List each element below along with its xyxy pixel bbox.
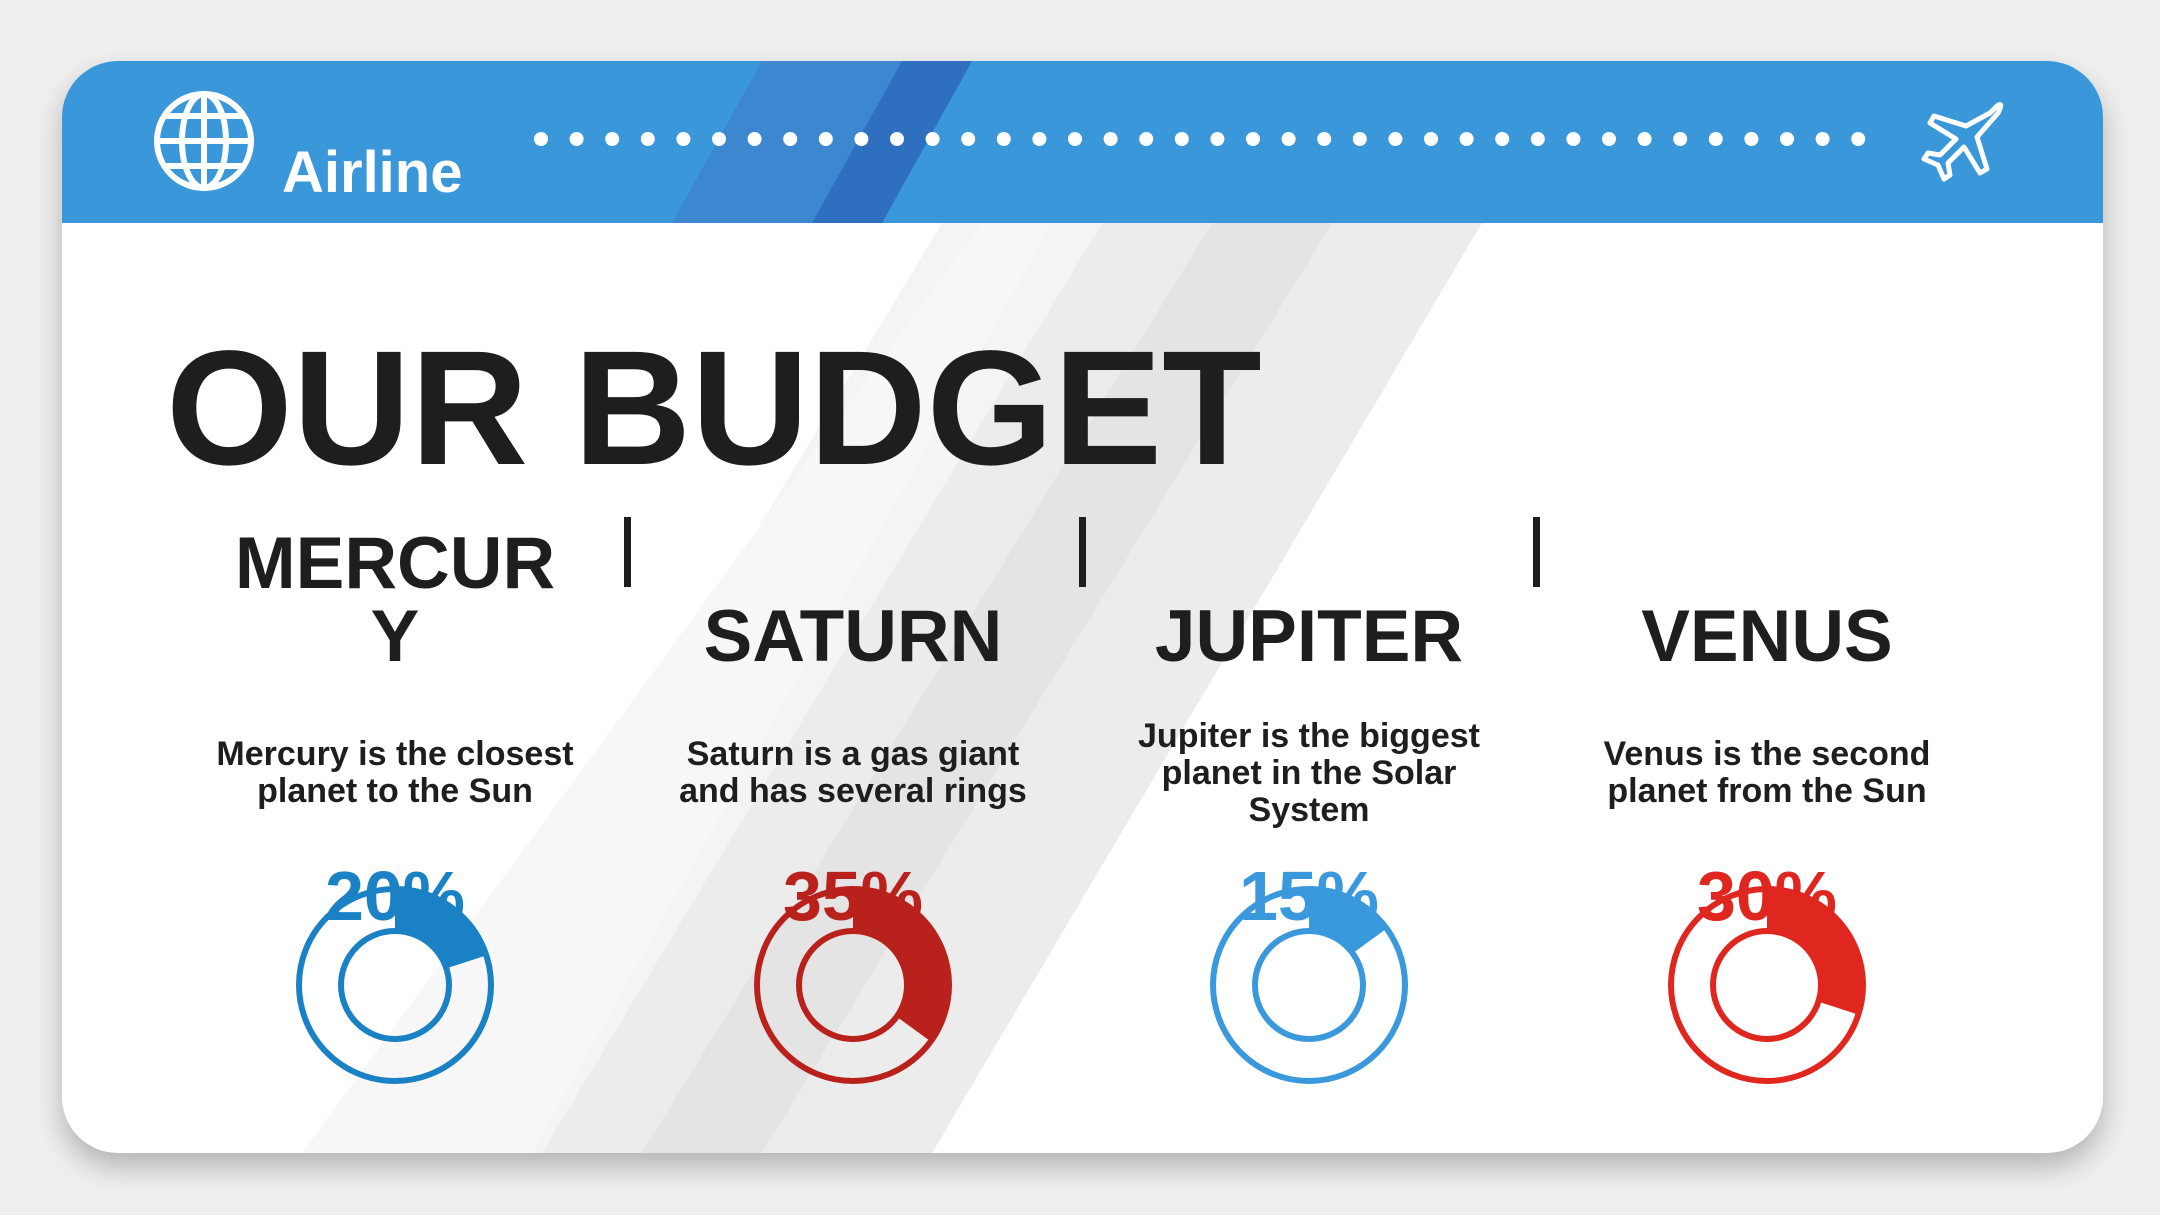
dot [996, 132, 1011, 146]
stripe [302, 223, 1052, 1153]
item-description: Mercury is the closest planet to the Sun [216, 735, 574, 810]
dotted-line [534, 132, 1866, 146]
donuts [296, 886, 1866, 1084]
item-description: Venus is the second planet from the Sun [1603, 735, 1931, 810]
dot [1530, 132, 1545, 146]
dot [1281, 132, 1296, 146]
donut-inner-ring [338, 928, 452, 1042]
separator [624, 517, 631, 587]
dot [890, 132, 904, 146]
dot [640, 132, 655, 146]
dot [1637, 132, 1652, 146]
dot [1566, 132, 1581, 146]
item-name: SATURN [643, 493, 1063, 673]
donut-outer-ring [1668, 886, 1866, 1084]
donut-segment [395, 891, 485, 968]
dot [1174, 132, 1189, 146]
stripe [642, 223, 1332, 1153]
separator [1533, 517, 1540, 587]
dot [1139, 132, 1154, 146]
dot [854, 132, 869, 146]
dot [1068, 132, 1082, 146]
dot [712, 132, 726, 146]
dot [1424, 132, 1438, 146]
donut-inner-ring [1252, 928, 1366, 1042]
globe-icon [154, 91, 254, 191]
item-name: JUPITER [1099, 493, 1519, 673]
dot [1032, 132, 1047, 146]
dot [961, 132, 976, 146]
separator [1079, 517, 1086, 587]
donut-outer-ring [1210, 886, 1408, 1084]
dot [1602, 132, 1616, 146]
dot [676, 132, 691, 146]
donut-inner-ring [1710, 928, 1824, 1042]
dot [1388, 132, 1403, 146]
dot [534, 132, 548, 146]
item-percent: 20% [324, 857, 466, 935]
item-description: Jupiter is the biggest planet in the Sol… [1138, 716, 1480, 829]
dot [1317, 132, 1332, 146]
dot [747, 132, 762, 146]
item-percent: 35% [782, 857, 924, 935]
donut-segment [1309, 891, 1386, 953]
dot [1495, 132, 1510, 146]
donut-segment [1767, 891, 1861, 1015]
dot [1851, 132, 1866, 146]
donut-outer-ring [754, 886, 952, 1084]
title: OUR BUDGET [166, 316, 1262, 499]
decor [62, 61, 2103, 1153]
plane-icon [1921, 102, 2004, 182]
dot [1210, 132, 1225, 146]
dot [1459, 132, 1474, 146]
dot [1708, 132, 1723, 146]
item-name-text: VENUS [1641, 596, 1893, 677]
donut-outer-ring [296, 886, 494, 1084]
item-name: VENUS [1557, 493, 1977, 673]
dot [569, 132, 584, 146]
dot [1744, 132, 1759, 146]
item-percent: 30% [1696, 857, 1838, 935]
header-band [62, 61, 2103, 223]
dot [1780, 132, 1794, 146]
item-name-text: SATURN [703, 596, 1003, 677]
dot [1246, 132, 1260, 146]
donut-segment [853, 891, 947, 1041]
donut-inner-ring [796, 928, 910, 1042]
dot [1103, 132, 1118, 146]
item-name: MERCURY [185, 493, 605, 673]
dot [1352, 132, 1367, 146]
dot [925, 132, 940, 146]
brand: Airline [282, 140, 463, 205]
item-description: Saturn is a gas giant and has several ri… [679, 735, 1027, 810]
dot [783, 132, 798, 146]
dot [1673, 132, 1688, 146]
item-name-text: JUPITER [1154, 596, 1464, 677]
dot [818, 132, 833, 146]
item-name-text: MERCURY [234, 523, 556, 677]
card: Airline OUR BUDGET MERCURY Mercury is the… [62, 61, 2103, 1153]
item-percent: 15% [1238, 857, 1380, 935]
dot [605, 132, 620, 146]
separators [624, 517, 1540, 587]
dot [1815, 132, 1830, 146]
